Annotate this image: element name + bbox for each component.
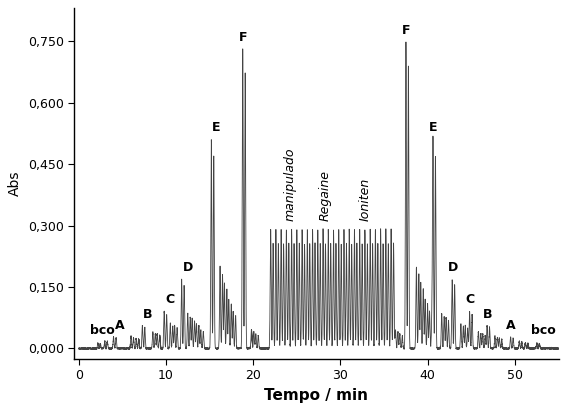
Text: A: A bbox=[115, 319, 124, 332]
Text: Regaine: Regaine bbox=[318, 171, 331, 222]
Text: E: E bbox=[212, 121, 221, 134]
Text: C: C bbox=[466, 293, 475, 306]
Text: Ioniten: Ioniten bbox=[358, 178, 371, 222]
Text: B: B bbox=[483, 307, 492, 321]
Text: D: D bbox=[448, 261, 458, 274]
Y-axis label: Abs: Abs bbox=[9, 171, 22, 196]
Text: bco: bco bbox=[531, 324, 556, 337]
Text: manipulado: manipulado bbox=[284, 148, 297, 222]
Text: D: D bbox=[183, 261, 193, 274]
Text: E: E bbox=[429, 121, 437, 134]
X-axis label: Tempo / min: Tempo / min bbox=[264, 388, 369, 403]
Text: C: C bbox=[165, 293, 174, 306]
Text: F: F bbox=[238, 31, 247, 44]
Text: bco: bco bbox=[90, 324, 115, 337]
Text: A: A bbox=[506, 319, 516, 332]
Text: F: F bbox=[401, 23, 410, 37]
Text: B: B bbox=[143, 307, 153, 321]
